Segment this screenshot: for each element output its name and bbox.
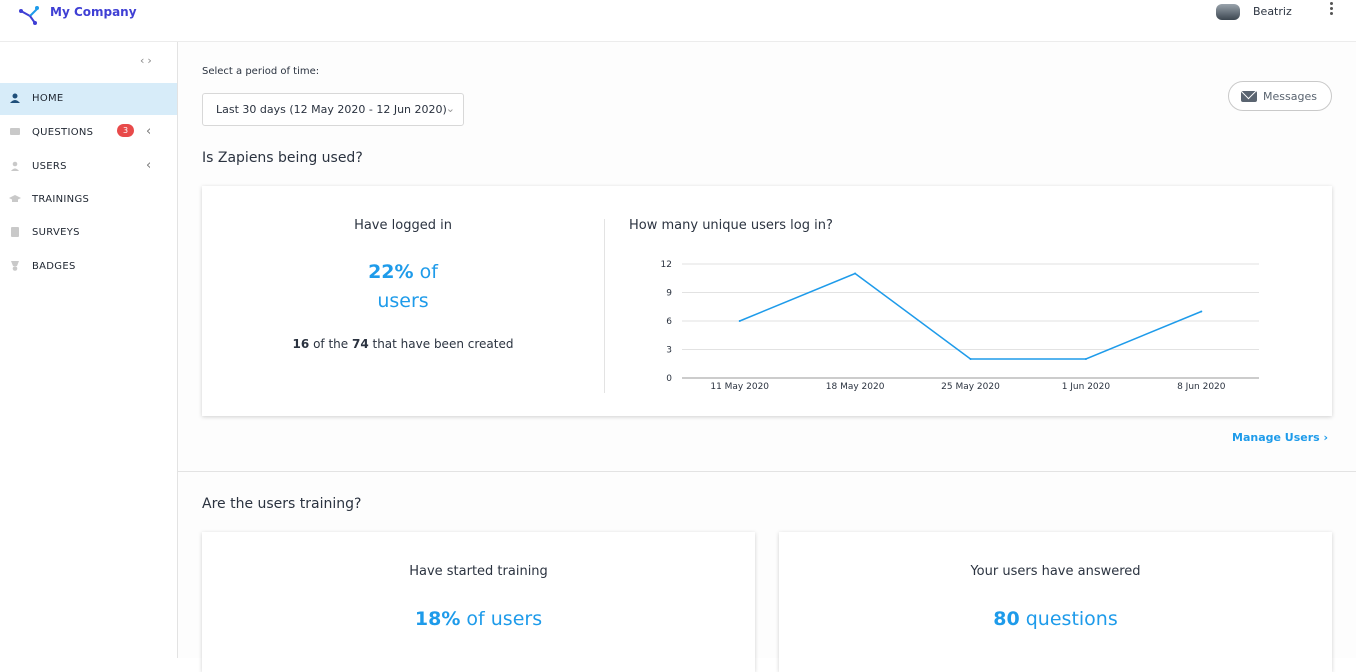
manage-users-link[interactable]: Manage Users ›	[1232, 431, 1328, 444]
period-select-value: Last 30 days (12 May 2020 - 12 Jun 2020)	[216, 103, 447, 116]
created-total: 74	[351, 337, 369, 351]
chevron-down-icon: ⌄	[445, 102, 455, 115]
sidebar-item-label: QUESTIONS	[32, 127, 94, 138]
logged-in-of: of	[419, 261, 438, 283]
chevron-left-icon[interactable]: ‹	[146, 124, 152, 139]
chevron-left-icon[interactable]: ‹	[146, 158, 152, 173]
messages-label: Messages	[1263, 90, 1317, 103]
training-started-card: Have started training 18% of users	[202, 532, 755, 672]
period-select[interactable]: Last 30 days (12 May 2020 - 12 Jun 2020)…	[202, 93, 464, 126]
user-icon	[11, 161, 19, 171]
badge-icon	[11, 261, 19, 271]
logged-in-percentage: 22% of	[202, 261, 604, 283]
section-divider	[178, 471, 1356, 472]
data-point	[738, 320, 741, 322]
unique-logins-chart: 0 3 6 9 12 11 May 2020 18 May 2020 25 May 2020 1…	[661, 260, 1259, 392]
manage-users-label: Manage Users	[1232, 431, 1320, 444]
x-tick-label: 11 May 2020	[710, 382, 769, 392]
company-logo-icon[interactable]	[18, 2, 42, 26]
mail-icon	[1241, 91, 1257, 102]
logged-in-mid: of the	[313, 337, 349, 351]
sidebar: ‹› HOME QUESTIONS 3 ‹ USERS ‹ TRAININGS …	[0, 42, 178, 658]
card-divider	[604, 219, 605, 393]
chart-title: How many unique users log in?	[629, 218, 833, 233]
sidebar-item-trainings[interactable]: TRAININGS	[0, 184, 177, 216]
sidebar-item-label: BADGES	[32, 261, 76, 272]
x-tick-label: 25 May 2020	[941, 382, 1000, 392]
logged-in-pct: 22%	[368, 261, 414, 283]
data-point	[854, 272, 857, 275]
logged-in-detail: 16 of the 74 that have been created	[202, 337, 604, 351]
avatar[interactable]	[1216, 4, 1240, 20]
y-tick-label: 3	[666, 346, 672, 356]
y-tick-label: 0	[666, 374, 672, 384]
sidebar-item-label: TRAININGS	[32, 194, 90, 205]
x-tick-label: 18 May 2020	[826, 382, 885, 392]
sidebar-item-label: HOME	[32, 93, 64, 104]
sidebar-item-home[interactable]: HOME	[0, 83, 177, 115]
top-bar: My Company Beatriz	[0, 0, 1356, 42]
sidebar-item-surveys[interactable]: SURVEYS	[0, 217, 177, 249]
questions-icon	[10, 128, 20, 135]
company-name[interactable]: My Company	[50, 5, 137, 19]
chevron-right-icon: ›	[1323, 431, 1329, 444]
answered-suffix: questions	[1025, 608, 1118, 630]
y-tick-label: 6	[666, 317, 672, 327]
home-user-icon	[10, 93, 20, 103]
started-training-suffix: of users	[466, 608, 543, 630]
sidebar-item-questions[interactable]: QUESTIONS 3 ‹	[0, 117, 177, 149]
series-line	[739, 272, 1202, 360]
collapse-sidebar-icon[interactable]: ‹›	[140, 54, 155, 67]
sidebar-item-label: SURVEYS	[32, 227, 80, 238]
answered-value: 80 questions	[779, 608, 1332, 630]
y-tick-label: 9	[666, 289, 672, 299]
period-label: Select a period of time:	[202, 66, 320, 77]
usage-section-title: Is Zapiens being used?	[202, 150, 363, 166]
usage-card: Have logged in 22% of users 16 of the 74…	[202, 186, 1332, 416]
logged-in-suffix: that have been created	[372, 337, 514, 351]
logged-in-users: users	[377, 290, 429, 312]
answered-questions-card: Your users have answered 80 questions	[779, 532, 1332, 672]
main-content: Select a period of time: Last 30 days (1…	[178, 42, 1356, 672]
user-name[interactable]: Beatriz	[1253, 5, 1292, 18]
started-training-title: Have started training	[409, 564, 548, 579]
data-point	[969, 358, 972, 360]
data-point	[1200, 310, 1203, 313]
more-options-icon[interactable]	[1327, 2, 1335, 18]
logged-in-count: 16	[292, 337, 310, 351]
questions-count-badge: 3	[117, 124, 134, 137]
started-training-value: 18% of users	[202, 608, 755, 630]
clipboard-icon	[11, 227, 19, 237]
answered-title: Your users have answered	[970, 564, 1141, 579]
data-point	[1084, 358, 1087, 360]
training-section-title: Are the users training?	[202, 496, 362, 512]
y-tick-label: 12	[661, 260, 672, 270]
answered-count: 80	[993, 608, 1020, 630]
messages-button[interactable]: Messages	[1228, 81, 1332, 111]
sidebar-item-badges[interactable]: BADGES	[0, 251, 177, 283]
logged-in-title: Have logged in	[354, 218, 452, 233]
graduation-cap-icon	[9, 195, 21, 202]
started-training-pct: 18%	[414, 608, 461, 630]
x-tick-label: 1 Jun 2020	[1062, 382, 1111, 392]
x-tick-label: 8 Jun 2020	[1177, 382, 1226, 392]
sidebar-item-label: USERS	[32, 161, 67, 172]
sidebar-item-users[interactable]: USERS ‹	[0, 151, 177, 183]
